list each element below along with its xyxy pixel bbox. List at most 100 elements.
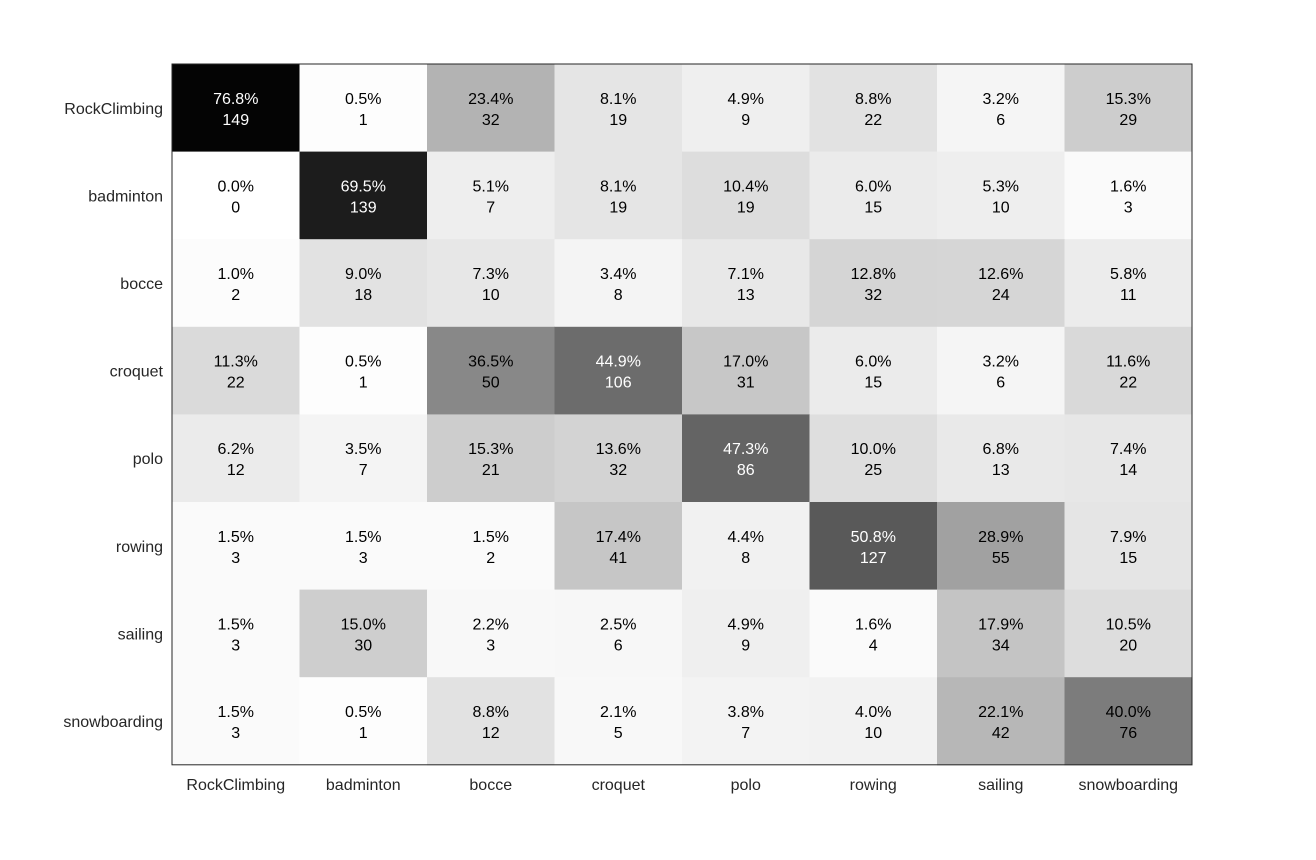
cell-count-label: 32 [864, 287, 882, 304]
cell-count-label: 29 [1119, 112, 1137, 129]
cell-percentage-label: 47.3% [723, 441, 768, 458]
heatmap-cell [299, 64, 428, 153]
heatmap-cell [299, 502, 428, 591]
heatmap-cell [1064, 151, 1193, 240]
heatmap-cell [682, 326, 810, 415]
cell-count-label: 9 [741, 112, 750, 129]
heatmap-cell [427, 326, 555, 415]
cell-count-label: 31 [737, 375, 755, 392]
cell-count-label: 19 [737, 199, 755, 216]
cell-count-label: 15 [864, 375, 882, 392]
cell-percentage-label: 1.5% [218, 616, 254, 633]
x-tick-label: sailing [978, 777, 1023, 794]
cell-percentage-label: 15.0% [341, 616, 386, 633]
heatmap-cell [554, 64, 683, 153]
cell-percentage-label: 7.9% [1110, 529, 1146, 546]
x-tick-label: RockClimbing [186, 777, 285, 794]
heatmap-cell [554, 239, 683, 328]
cell-count-label: 15 [864, 199, 882, 216]
cell-count-label: 30 [354, 637, 372, 654]
cell-percentage-label: 3.8% [728, 704, 764, 721]
heatmap-cell [682, 239, 810, 328]
cell-percentage-label: 1.5% [218, 704, 254, 721]
cell-count-label: 6 [996, 375, 1005, 392]
cell-percentage-label: 3.2% [983, 354, 1019, 371]
cell-percentage-label: 69.5% [341, 178, 386, 195]
cell-count-label: 10 [992, 199, 1010, 216]
y-tick-label: rowing [116, 539, 163, 556]
cell-percentage-label: 0.5% [345, 91, 381, 108]
cell-percentage-label: 1.5% [473, 529, 509, 546]
heatmap-cell [682, 64, 810, 153]
heatmap-cell [172, 326, 300, 415]
cell-percentage-label: 1.6% [855, 616, 891, 633]
x-tick-label: badminton [326, 777, 401, 794]
cell-percentage-label: 40.0% [1106, 704, 1151, 721]
cell-percentage-label: 7.3% [473, 266, 509, 283]
heatmap-cell [299, 151, 428, 240]
cell-percentage-label: 6.0% [855, 178, 891, 195]
cell-count-label: 6 [996, 112, 1005, 129]
cell-count-label: 149 [222, 112, 249, 129]
y-tick-label: badminton [88, 188, 163, 205]
cell-count-label: 5 [614, 725, 623, 742]
cell-count-label: 22 [864, 112, 882, 129]
cell-count-label: 139 [350, 199, 377, 216]
cell-count-label: 106 [605, 375, 632, 392]
cell-percentage-label: 50.8% [851, 529, 896, 546]
heatmap-cell [682, 151, 810, 240]
heatmap-cell [172, 589, 300, 678]
heatmap-cell [682, 502, 810, 591]
heatmap-cell [427, 502, 555, 591]
cell-count-label: 42 [992, 725, 1010, 742]
heatmap-cell [554, 414, 683, 503]
cell-count-label: 12 [482, 725, 500, 742]
cell-count-label: 50 [482, 375, 500, 392]
cell-percentage-label: 2.5% [600, 616, 636, 633]
cell-count-label: 19 [609, 112, 627, 129]
cell-percentage-label: 17.9% [978, 616, 1023, 633]
cell-count-label: 3 [1124, 199, 1133, 216]
cell-percentage-label: 4.9% [728, 616, 764, 633]
cell-percentage-label: 3.4% [600, 266, 636, 283]
cell-percentage-label: 10.0% [851, 441, 896, 458]
heatmap-cell [172, 677, 300, 766]
cell-count-label: 7 [359, 462, 368, 479]
heatmap-cell [809, 589, 938, 678]
cell-count-label: 2 [486, 550, 495, 567]
heatmap-cell [682, 414, 810, 503]
matrix-cells: 76.8%1490.5%123.4%328.1%194.9%98.8%223.2… [172, 64, 1193, 766]
cell-percentage-label: 13.6% [596, 441, 641, 458]
cell-percentage-label: 5.1% [473, 178, 509, 195]
heatmap-cell [299, 414, 428, 503]
y-tick-label: snowboarding [63, 714, 163, 731]
heatmap-cell [427, 64, 555, 153]
cell-percentage-label: 17.0% [723, 354, 768, 371]
cell-count-label: 9 [741, 637, 750, 654]
heatmap-cell [937, 64, 1065, 153]
cell-percentage-label: 23.4% [468, 91, 513, 108]
heatmap-cell [809, 64, 938, 153]
heatmap-cell [427, 239, 555, 328]
heatmap-cell [554, 677, 683, 766]
cell-percentage-label: 5.3% [983, 178, 1019, 195]
cell-percentage-label: 12.6% [978, 266, 1023, 283]
cell-count-label: 55 [992, 550, 1010, 567]
cell-count-label: 34 [992, 637, 1010, 654]
heatmap-cell [554, 326, 683, 415]
cell-percentage-label: 8.1% [600, 178, 636, 195]
heatmap-cell [172, 151, 300, 240]
heatmap-cell [172, 64, 300, 153]
heatmap-cell [1064, 589, 1193, 678]
cell-count-label: 7 [486, 199, 495, 216]
cell-count-label: 3 [231, 637, 240, 654]
cell-percentage-label: 7.1% [728, 266, 764, 283]
heatmap-cell [427, 151, 555, 240]
cell-count-label: 22 [1119, 375, 1137, 392]
heatmap-cell [1064, 326, 1193, 415]
heatmap-cell [809, 414, 938, 503]
plot-frame [171, 63, 1193, 766]
cell-count-label: 1 [359, 375, 368, 392]
cell-count-label: 7 [741, 725, 750, 742]
cell-percentage-label: 6.0% [855, 354, 891, 371]
